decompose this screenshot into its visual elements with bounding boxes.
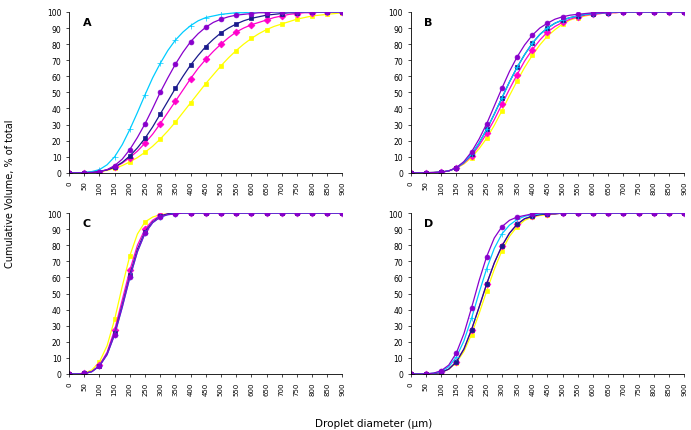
Text: C: C xyxy=(83,218,91,228)
Text: D: D xyxy=(424,218,434,228)
Text: A: A xyxy=(83,18,91,28)
Text: Cumulative Volume, % of total: Cumulative Volume, % of total xyxy=(6,120,15,267)
Text: Droplet diameter (μm): Droplet diameter (μm) xyxy=(314,418,432,428)
Text: B: B xyxy=(424,18,433,28)
